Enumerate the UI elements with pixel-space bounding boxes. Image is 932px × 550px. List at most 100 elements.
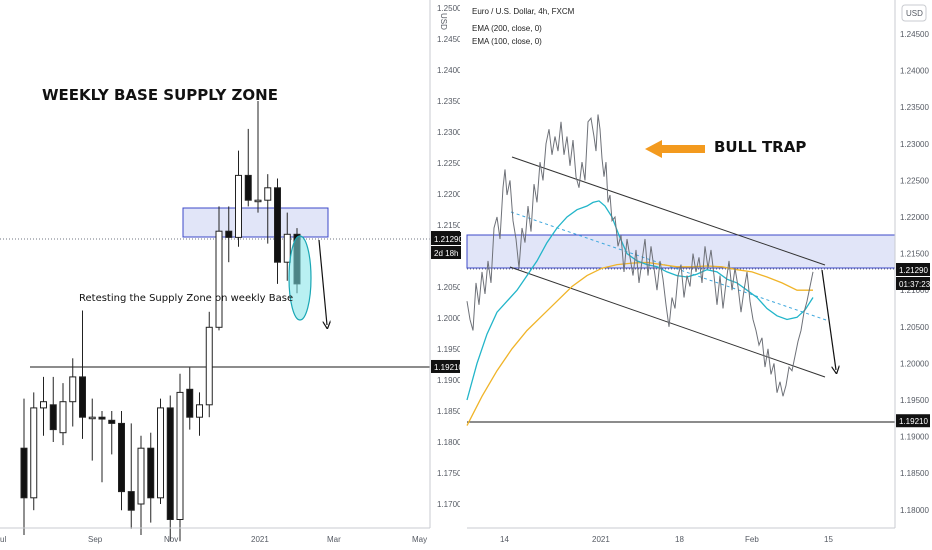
candle — [225, 206, 233, 263]
retest-annotation: Retesting the Supply Zone on weekly Base — [79, 293, 293, 304]
four-hour-chart-panel[interactable]: BULL TRAP Euro / U.S. Dollar, 4h, FXCM E… — [431, 0, 931, 544]
ema-200-line — [466, 261, 813, 426]
svg-text:1.19210: 1.19210 — [434, 363, 463, 372]
price-axis-right[interactable]: 1.24500 1.24000 1.23500 1.23000 1.22500 1.220… — [900, 30, 929, 515]
svg-text:1.19210: 1.19210 — [899, 417, 928, 426]
price-tick-label: 1.18500 — [900, 469, 929, 478]
price-tick-label: 1.24000 — [900, 67, 929, 76]
price-tag: 1.19210 — [431, 359, 463, 373]
price-tag: 1.21290 — [896, 263, 930, 276]
candle — [254, 101, 262, 213]
price-tick-label: 1.23000 — [900, 140, 929, 149]
price-tick-label: 1.22500 — [437, 159, 466, 168]
time-axis-right[interactable]: 14 2021 18 Feb 15 — [500, 535, 833, 544]
ema-100-line — [466, 200, 814, 401]
time-tick-label: 18 — [675, 535, 684, 544]
candle — [274, 178, 281, 284]
svg-text:1.21290: 1.21290 — [434, 235, 463, 244]
price-tick-label: 1.20500 — [900, 323, 929, 332]
legend-ema-100: EMA (100, close, 0) — [472, 37, 542, 46]
price-line-4h — [466, 114, 814, 397]
candle — [79, 310, 86, 439]
price-tick-label: 1.21500 — [437, 221, 466, 230]
down-arrow-4h — [821, 269, 836, 370]
candle — [30, 392, 38, 511]
price-tick-label: 1.17000 — [437, 500, 466, 509]
time-tick-label: May — [412, 535, 427, 544]
candle — [59, 383, 67, 446]
candle — [127, 423, 135, 529]
price-tick-label: 1.22500 — [900, 176, 929, 185]
candle — [118, 411, 125, 511]
price-tick-label: 1.24500 — [437, 35, 466, 44]
time-tick-label: ul — [0, 535, 6, 544]
bull-trap-label: BULL TRAP — [714, 138, 806, 156]
channel-lower — [509, 266, 826, 378]
candle — [49, 376, 57, 442]
candle — [215, 206, 223, 331]
price-tick-label: 1.19500 — [900, 396, 929, 405]
time-tick-label: 2021 — [592, 535, 610, 544]
price-tick-label: 1.21000 — [900, 286, 929, 295]
price-tag: 01:37:23 — [896, 277, 931, 290]
price-tick-label: 1.24500 — [900, 30, 929, 39]
weekly-base-supply-zone-label: WEEKLY BASE SUPPLY ZONE — [42, 86, 278, 104]
candle — [108, 411, 116, 455]
currency-label-right: USD — [906, 9, 923, 18]
time-tick-label: Sep — [88, 535, 103, 544]
currency-button[interactable] — [901, 4, 927, 22]
price-tick-label: 1.19000 — [437, 376, 466, 385]
candle — [20, 398, 28, 535]
price-tick-label: 1.20000 — [900, 359, 929, 368]
svg-text:01:37:23: 01:37:23 — [899, 280, 931, 289]
price-tick-label: 1.20500 — [437, 283, 466, 292]
price-tag: 2d 18h — [431, 246, 461, 259]
price-tick-label: 1.22000 — [437, 190, 466, 199]
svg-text:2d 18h: 2d 18h — [434, 249, 458, 258]
price-tick-label: 1.18000 — [437, 438, 466, 447]
chart-title: Euro / U.S. Dollar, 4h, FXCM — [472, 7, 575, 16]
channel-upper — [511, 156, 826, 266]
candle — [196, 392, 203, 436]
candle — [88, 398, 96, 461]
price-tick-label: 1.17500 — [437, 469, 466, 478]
price-tag: 1.19210 — [896, 414, 930, 428]
price-tick-label: 1.23500 — [900, 103, 929, 112]
price-tick-label: 1.25000 — [437, 4, 466, 13]
candle — [157, 398, 164, 504]
candle — [166, 395, 174, 542]
price-tags-right: 1.21290 2d 18h 1.21290 01:37:23 1.19210 — [431, 232, 931, 428]
currency-label-left: USD — [439, 13, 448, 30]
price-tick-label: 1.23000 — [437, 128, 466, 137]
price-tick-label: 1.20000 — [437, 314, 466, 323]
candle — [283, 212, 291, 281]
candle — [264, 174, 272, 244]
candle — [205, 311, 213, 418]
time-tick-label: 2021 — [251, 535, 269, 544]
svg-text:1.21290: 1.21290 — [899, 266, 928, 275]
price-tick-label: 1.18500 — [437, 407, 466, 416]
candle — [244, 128, 252, 207]
time-axis-left[interactable]: ul Sep Nov 2021 Mar May — [0, 535, 427, 544]
candle — [40, 376, 47, 436]
time-tick-label: 15 — [824, 535, 833, 544]
price-tick-label: 1.21500 — [900, 250, 929, 259]
candle — [176, 373, 184, 542]
supply-zone-4h — [466, 234, 896, 269]
weekly-chart-panel[interactable]: WEEKLY BASE SUPPLY ZONE Retesting the Su… — [0, 0, 466, 544]
time-tick-label: Mar — [327, 535, 341, 544]
down-arrow — [318, 239, 327, 325]
candle — [147, 432, 155, 523]
price-tick-label: 1.24000 — [437, 66, 466, 75]
price-tick-label: 1.18000 — [900, 506, 929, 515]
price-tick-label: 1.22000 — [900, 213, 929, 222]
price-tick-label: 1.19500 — [437, 345, 466, 354]
candle — [137, 435, 145, 535]
bull-trap-arrow — [645, 140, 705, 158]
candle — [69, 358, 77, 427]
time-tick-label: Nov — [164, 535, 178, 544]
candle — [235, 150, 242, 247]
time-tick-label: Feb — [745, 535, 759, 544]
channel-midline — [510, 211, 827, 321]
